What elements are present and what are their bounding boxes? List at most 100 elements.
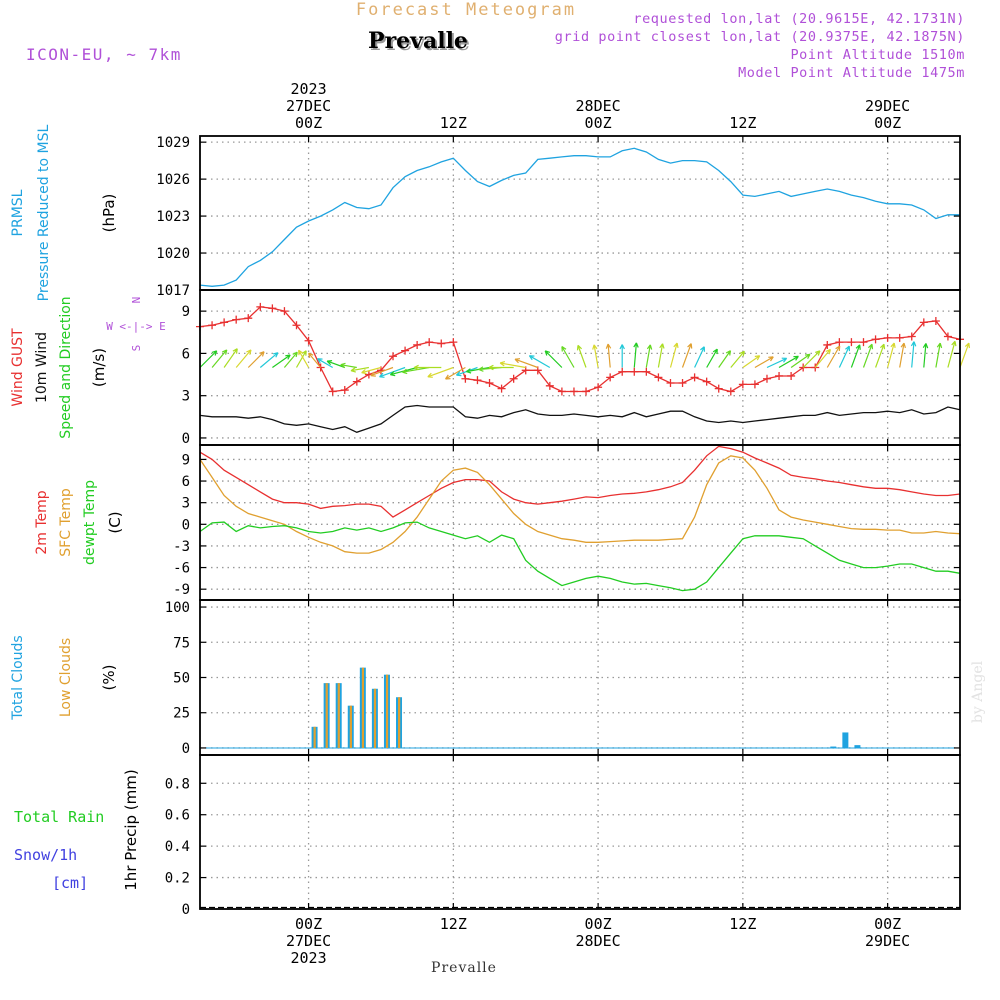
wind-direction-arrow	[850, 344, 861, 368]
y-tick-label: 0.4	[165, 839, 190, 855]
gust-point	[425, 338, 434, 347]
series-label: Low Clouds	[58, 638, 74, 717]
time-tick-label-top: 27DEC	[286, 97, 331, 115]
y-tick-label: 0	[182, 741, 190, 757]
wind-direction-arrow	[402, 366, 430, 375]
gust-point	[497, 384, 506, 393]
y-tick-label: 3	[182, 496, 190, 512]
y-tick-label: 9	[182, 452, 190, 468]
low-cloud-bar	[398, 697, 401, 748]
compass-south: S	[130, 345, 143, 352]
low-cloud-bar	[325, 683, 328, 748]
time-tick-label-bottom: 27DEC	[286, 932, 331, 950]
unit-label: (hPa)	[100, 194, 118, 233]
wind-direction-arrow	[899, 342, 906, 368]
gust-point	[280, 307, 289, 316]
snow-unit-label: [cm]	[52, 874, 88, 892]
wind-direction-arrow	[766, 357, 788, 369]
time-tick-label-top: 12Z	[729, 114, 756, 132]
gust-point	[473, 376, 482, 385]
wind-speed-line	[199, 404, 961, 434]
gust-point	[823, 340, 832, 349]
temperature-line	[199, 455, 961, 554]
wind-direction-arrow	[350, 366, 370, 373]
time-tick-label-top: 28DEC	[576, 97, 621, 115]
wind-direction-arrow	[259, 352, 279, 368]
unit-label: (%)	[100, 665, 118, 691]
gust-point	[292, 321, 301, 330]
point-altitude: Point Altitude 1510m	[790, 47, 965, 63]
gust-point	[847, 338, 856, 347]
gust-point	[316, 363, 325, 372]
gust-point	[449, 338, 458, 347]
gust-point	[895, 333, 904, 342]
gust-point	[582, 387, 591, 396]
wind-direction-arrow	[317, 358, 334, 369]
wind-direction-arrow	[959, 342, 970, 368]
time-tick-label-top: 12Z	[440, 114, 467, 132]
total-cloud-bar	[854, 745, 861, 748]
gust-point	[389, 352, 398, 361]
requested-coords: requested lon,lat (20.9615E, 42.1731N)	[633, 11, 965, 27]
wind-direction-arrow	[427, 366, 454, 378]
total-cloud-bar	[842, 732, 849, 748]
time-tick-label-top: 00Z	[585, 114, 612, 132]
wind-direction-arrow	[413, 364, 442, 371]
product-title: Forecast Meteogram	[356, 0, 576, 20]
grid-layer	[200, 136, 960, 910]
axes-layer	[199, 135, 961, 910]
wind-direction-arrow	[669, 342, 679, 368]
wind-direction-arrow	[247, 351, 265, 368]
gust-point	[304, 336, 313, 345]
labels-layer: 1017 1020 1023 1026 1029 PRMSL Pressure Reduce…	[10, 80, 910, 967]
gust-point	[907, 332, 916, 341]
wind-direction-arrow	[605, 343, 612, 368]
panel-frame	[199, 135, 961, 291]
total-cloud-bar	[830, 746, 837, 748]
time-tick-label-bottom: 2023	[291, 949, 327, 967]
time-tick-label-bottom: 00Z	[874, 915, 901, 933]
wind-direction-arrow	[283, 351, 298, 368]
wind-direction-arrow	[199, 350, 218, 368]
wind-direction-arrow	[223, 348, 238, 368]
series-label: Wind GUST	[10, 328, 26, 407]
gust-point	[762, 374, 771, 383]
y-tick-label: -9	[173, 582, 190, 598]
y-tick-label: 100	[165, 600, 190, 616]
gust-point	[690, 373, 699, 382]
precip-unit-label: 1hr Precip (mm)	[122, 769, 140, 890]
time-tick-label-bottom: 00Z	[295, 915, 322, 933]
wind-direction-arrow	[340, 362, 357, 369]
time-tick-label-bottom: 12Z	[440, 915, 467, 933]
wind-direction-arrow	[465, 366, 490, 374]
time-tick-label-top: 00Z	[874, 114, 901, 132]
y-tick-label: 1029	[156, 135, 190, 151]
gust-point	[533, 366, 542, 375]
model-altitude: Model Point Altitude 1475m	[738, 65, 965, 81]
gust-point	[569, 387, 578, 396]
wind-direction-arrow	[947, 340, 957, 368]
data-layer	[196, 147, 970, 909]
gust-point	[244, 314, 253, 323]
wind-direction-arrow	[826, 345, 841, 368]
wind-direction-arrow	[499, 361, 526, 369]
y-tick-label: 6	[182, 474, 190, 490]
gust-point	[654, 373, 663, 382]
wind-direction-arrow	[645, 344, 653, 368]
gust-point	[883, 333, 892, 342]
rain-label: Total Rain	[14, 808, 104, 826]
gust-point	[678, 379, 687, 387]
series-label: dewpt Temp	[82, 480, 98, 565]
wind-direction-arrow	[361, 366, 382, 375]
panel-frame	[199, 444, 961, 601]
wind-direction-arrow	[681, 343, 693, 368]
y-tick-label: 1023	[156, 209, 190, 225]
wind-direction-arrow	[657, 343, 665, 368]
wind-direction-arrow	[561, 346, 575, 368]
pressure-line	[199, 147, 960, 287]
wind-direction-arrow	[592, 344, 599, 368]
unit-label: (C)	[106, 511, 124, 533]
wind-direction-arrow	[862, 343, 874, 368]
wind-direction-arrow	[910, 341, 917, 368]
y-tick-label: 50	[173, 671, 190, 687]
